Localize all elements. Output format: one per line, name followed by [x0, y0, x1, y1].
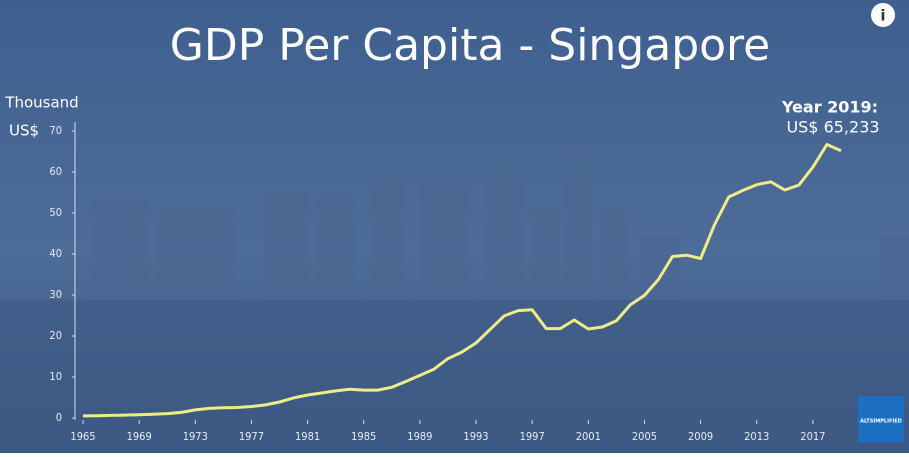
annotation: US$ 65,233 — [786, 118, 879, 137]
x-tick-label: 1977 — [239, 430, 264, 443]
x-tick-label: 2001 — [576, 430, 601, 443]
x-tick-label: 2009 — [688, 430, 713, 443]
y-tick-label: 0 — [56, 411, 62, 424]
x-tick-label: 2013 — [744, 430, 769, 443]
x-tick-label: 1981 — [295, 430, 320, 443]
y-tick-label: 50 — [49, 206, 62, 219]
y-axis-label: US$ — [9, 122, 39, 140]
x-tick-label: 1973 — [183, 430, 208, 443]
y-tick-label: 70 — [49, 124, 62, 137]
water — [0, 300, 909, 453]
x-tick-label: 1989 — [407, 430, 432, 443]
x-tick-label: 1969 — [127, 430, 152, 443]
chart-title: GDP Per Capita - Singapore — [170, 20, 771, 71]
info-icon[interactable] — [871, 3, 895, 27]
logo-text: ALTSIMPLIFIED — [860, 419, 902, 425]
x-tick-label: 2005 — [632, 430, 657, 443]
y-tick-label: 10 — [49, 370, 62, 383]
info-icon-label[interactable]: i — [880, 7, 885, 25]
x-tick-label: 1997 — [520, 430, 545, 443]
y-tick-label: 30 — [49, 288, 62, 301]
logo — [858, 396, 904, 442]
y-tick-label: 40 — [49, 247, 62, 260]
y-tick-label: 60 — [49, 165, 62, 178]
x-tick-label: 1985 — [351, 430, 376, 443]
skyline — [90, 150, 909, 300]
y-tick-label: 20 — [49, 329, 62, 342]
y-axis-label: Thousand — [4, 94, 78, 112]
x-tick-label: 1993 — [463, 430, 488, 443]
x-tick-label: 2017 — [800, 430, 825, 443]
annotation: Year 2019: — [781, 98, 878, 117]
data-line — [82, 143, 842, 418]
x-tick-label: 1965 — [70, 430, 95, 443]
